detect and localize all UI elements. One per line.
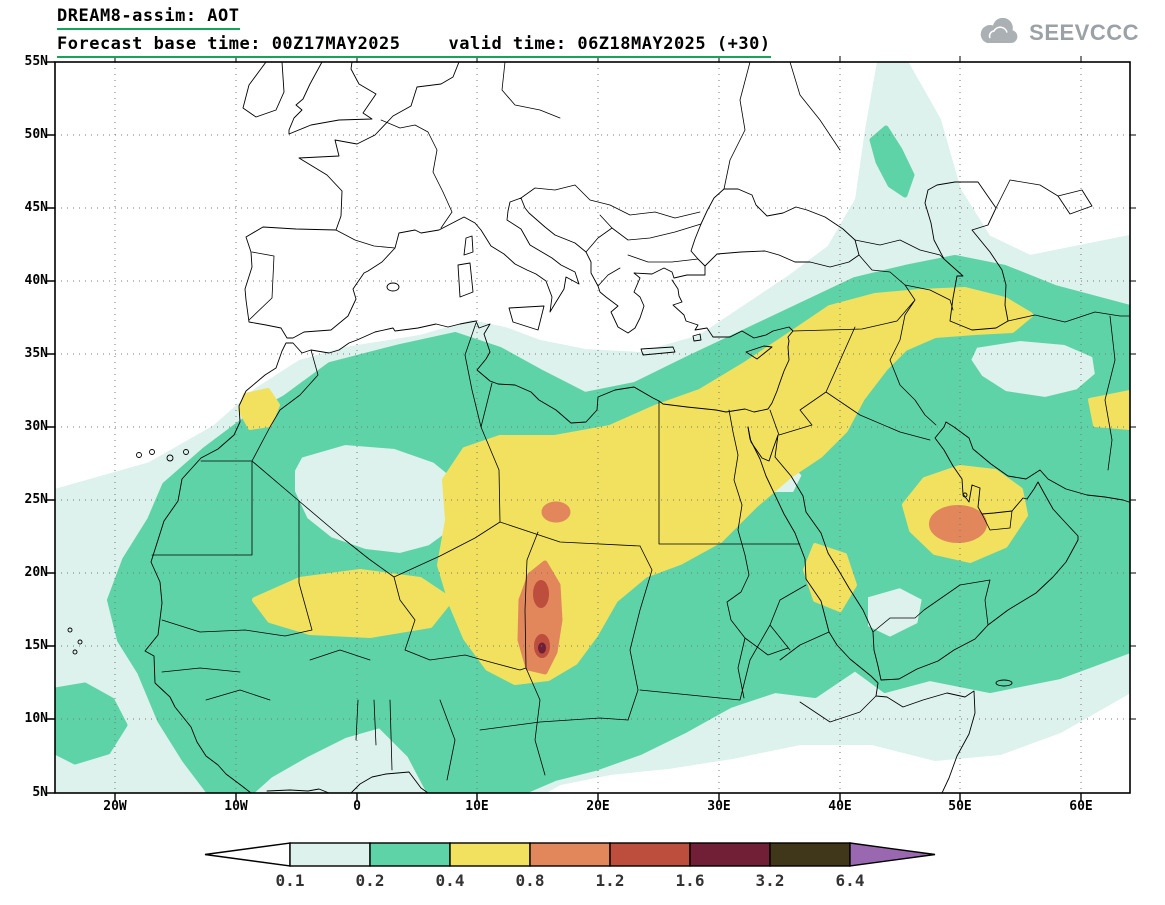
page-title: DREAM8-assim: AOT [57, 6, 240, 30]
legend-swatch-01-02 [289, 842, 371, 867]
lon-label-0: 0 [353, 799, 361, 814]
aot-region-ge04-asir [803, 543, 857, 612]
legend-value-0-8: 0.8 [515, 871, 545, 890]
coast-sinai-arabia [747, 421, 1130, 681]
island-corsica [463, 235, 474, 256]
island-socotra [995, 679, 1013, 687]
forecast-times: Forecast base time: 00Z17MAY2025 valid ti… [57, 34, 771, 58]
header: DREAM8-assim: AOT Forecast base time: 00… [57, 6, 771, 58]
borders-sahel [161, 576, 629, 781]
legend-value-3-2: 3.2 [755, 871, 785, 890]
coast-caspian-sea [924, 181, 1009, 331]
aot-region-ge02-east-europe [869, 125, 915, 198]
map-frame-layer [46, 56, 1136, 801]
island-bahrain [962, 492, 968, 498]
lat-label-45n: 45N [24, 200, 48, 215]
aot-region-ge04-east-edge [1088, 390, 1130, 430]
lat-label-35n: 35N [24, 346, 48, 361]
axis-ticks-right [1130, 134, 1136, 720]
legend-value-0-1: 0.1 [275, 871, 305, 890]
lon-label-40e: 40E [828, 799, 852, 814]
island-crete [640, 346, 676, 356]
aot-region-ge16-bodele [538, 642, 546, 654]
river-nile [726, 409, 789, 699]
lat-label-15n: 15N [24, 638, 48, 653]
aot-region-ge02-atlantic [55, 682, 128, 765]
lat-label-5n: 5N [32, 785, 48, 800]
aot-region-ge12-chad-north [533, 580, 549, 608]
lon-label-10e: 10E [465, 799, 489, 814]
legend-arrow-below-min [204, 842, 291, 867]
legend-swatch-04-08 [449, 842, 531, 867]
aot-region-ge08-libya [541, 501, 571, 523]
coast-red-sea-west-horn [747, 426, 976, 793]
lon-label-10w: 10W [224, 799, 248, 814]
coast-europe-mainland [244, 62, 706, 339]
borders-northwest-africa [151, 349, 395, 637]
coast-black-sea [690, 188, 860, 268]
legend-arrow-above-max [849, 842, 936, 867]
cape-verde-islands [67, 627, 83, 655]
aot-region-ge08-chad [517, 560, 563, 675]
lat-label-30n: 30N [24, 419, 48, 434]
legend-swatch-32-64 [769, 842, 851, 867]
coast-turkey-africa-west [144, 279, 794, 793]
island-mallorca [386, 282, 400, 292]
lat-label-50n: 50N [24, 127, 48, 142]
legend-value-6-4: 6.4 [835, 871, 865, 890]
coast-ireland [242, 62, 285, 118]
coastline-layer [67, 62, 1130, 793]
lon-label-20e: 20E [586, 799, 610, 814]
seevccc-logo: SEEVCCC [976, 18, 1139, 48]
island-sicily [508, 305, 545, 331]
axis-ticks-left [46, 61, 55, 794]
lon-label-60e: 60E [1069, 799, 1093, 814]
island-cyprus [745, 345, 773, 360]
aot-region-ge04-sahel-west [252, 569, 453, 638]
map-inner [55, 62, 1130, 793]
axis-ticks-bottom [114, 793, 1082, 801]
coast-aral [1057, 189, 1093, 215]
aot-region-ge08-saudi [929, 505, 987, 543]
legend-swatch-08-12 [529, 842, 611, 867]
borders-caucasus-iran [854, 179, 1130, 471]
coast-gulf-of-guinea [266, 771, 429, 793]
island-sardinia [457, 262, 474, 298]
borders-northeast-africa [627, 400, 877, 723]
legend-value-1-6: 1.6 [675, 871, 705, 890]
lat-label-20n: 20N [24, 565, 48, 580]
legend-bar [204, 842, 936, 867]
base-time-label: Forecast base time: 00Z17MAY2025 [57, 34, 401, 54]
valid-time-label: valid time: 06Z18MAY2025 (+30) [448, 34, 771, 54]
borders-europe [248, 62, 841, 321]
lon-label-20w: 20W [103, 799, 127, 814]
aot-region-ge04-sahara-mideast [437, 287, 1033, 685]
legend-swatch-16-32 [689, 842, 771, 867]
lat-label-55n: 55N [24, 54, 48, 69]
cloud-icon [980, 18, 1018, 43]
borders-middle-east [769, 284, 1013, 633]
legend-value-0-2: 0.2 [355, 871, 385, 890]
legend-value-1-2: 1.2 [595, 871, 625, 890]
aot-region-ge04-morocco [238, 388, 280, 430]
legend-swatch-12-16 [609, 842, 691, 867]
logo-text: SEEVCCC [1029, 20, 1139, 45]
lat-label-10n: 10N [24, 711, 48, 726]
lon-label-50e: 50E [948, 799, 972, 814]
coast-britain [288, 62, 377, 135]
lat-label-25n: 25N [24, 492, 48, 507]
axis-ticks-top [114, 56, 1082, 62]
canary-islands [136, 449, 189, 462]
lon-label-30e: 30E [707, 799, 731, 814]
lat-label-40n: 40N [24, 273, 48, 288]
legend-swatch-02-04 [369, 842, 451, 867]
borders-sahara [393, 322, 641, 669]
legend-value-0-4: 0.4 [435, 871, 465, 890]
aot-fill-layer [55, 62, 1130, 793]
island-rhodes [692, 333, 702, 342]
